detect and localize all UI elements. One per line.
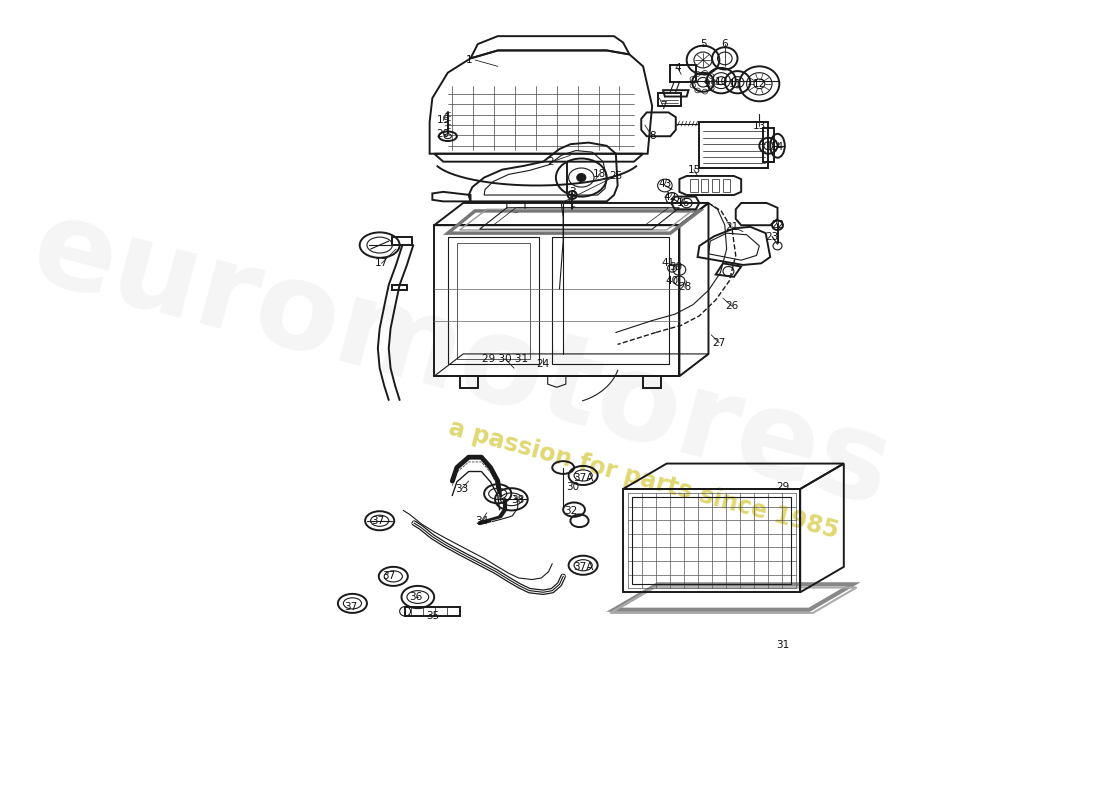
Text: 4: 4 (674, 63, 681, 73)
Text: 13: 13 (752, 121, 766, 131)
Text: a passion for parts since 1985: a passion for parts since 1985 (446, 416, 840, 543)
Text: 23: 23 (766, 232, 779, 242)
Text: 22: 22 (771, 220, 784, 230)
Text: 21: 21 (726, 222, 739, 232)
Text: 5: 5 (700, 39, 706, 49)
Text: 29 30 31: 29 30 31 (482, 354, 528, 364)
Text: 30: 30 (565, 482, 579, 492)
Text: 37: 37 (382, 571, 395, 582)
Text: 16: 16 (676, 198, 690, 208)
Text: 20: 20 (437, 129, 450, 139)
Text: 31: 31 (777, 640, 790, 650)
Text: 9: 9 (703, 79, 710, 89)
Text: 19: 19 (437, 115, 450, 126)
Text: euromotores: euromotores (20, 190, 903, 531)
Text: 2: 2 (547, 157, 553, 166)
Text: 6: 6 (722, 39, 728, 49)
Text: 10: 10 (715, 78, 728, 87)
Text: 3: 3 (569, 187, 575, 197)
Text: 36: 36 (409, 592, 422, 602)
Text: 37A: 37A (573, 562, 593, 572)
Text: 15: 15 (688, 165, 701, 174)
Text: 29: 29 (777, 482, 790, 492)
Text: 39: 39 (669, 262, 682, 271)
Text: 12: 12 (752, 79, 766, 89)
Text: 32: 32 (564, 506, 578, 516)
Text: 18: 18 (593, 169, 606, 178)
Text: 17: 17 (375, 258, 388, 268)
Text: 43: 43 (658, 179, 671, 189)
Ellipse shape (576, 174, 586, 182)
Text: 28: 28 (679, 282, 692, 292)
Text: 37: 37 (344, 602, 358, 611)
Text: 26: 26 (726, 302, 739, 311)
Text: 41: 41 (662, 258, 675, 268)
Text: 14: 14 (771, 142, 784, 152)
Text: 27: 27 (713, 338, 726, 348)
Text: 11: 11 (729, 79, 743, 89)
Text: 40: 40 (666, 276, 679, 286)
Text: 1: 1 (465, 55, 472, 65)
Text: 24: 24 (537, 359, 550, 370)
Text: 25: 25 (609, 171, 623, 181)
Text: 8: 8 (649, 131, 656, 142)
Text: 35: 35 (426, 611, 439, 621)
Text: 42: 42 (663, 192, 676, 202)
Text: 7: 7 (660, 101, 667, 111)
Text: 37A: 37A (573, 473, 593, 483)
Text: 38: 38 (512, 495, 525, 505)
Text: 33: 33 (454, 484, 467, 494)
Text: 34: 34 (475, 516, 488, 526)
Text: 37: 37 (371, 516, 385, 526)
